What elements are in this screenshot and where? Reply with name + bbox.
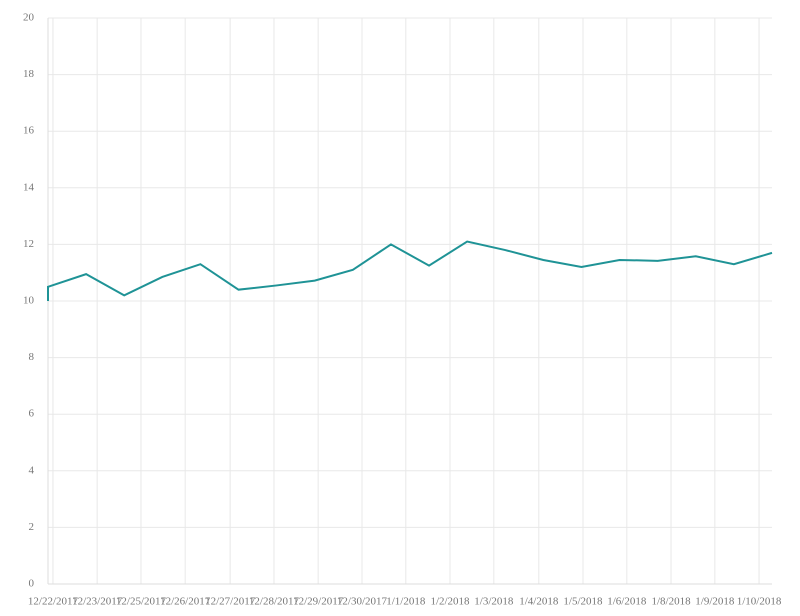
x-tick-label: 12/23/2017 bbox=[72, 596, 123, 608]
y-tick-label: 2 bbox=[29, 521, 35, 533]
y-tick-label: 8 bbox=[29, 351, 35, 363]
x-tick-label: 1/9/2018 bbox=[695, 596, 735, 608]
x-tick-label: 1/5/2018 bbox=[563, 596, 603, 608]
x-tick-label: 1/2/2018 bbox=[430, 596, 470, 608]
y-tick-label: 0 bbox=[29, 578, 35, 590]
y-tick-label: 4 bbox=[29, 464, 35, 476]
x-tick-label: 1/6/2018 bbox=[607, 596, 647, 608]
x-tick-label: 1/3/2018 bbox=[474, 596, 514, 608]
x-tick-label: 12/29/2017 bbox=[293, 596, 344, 608]
x-tick-label: 12/26/2017 bbox=[160, 596, 211, 608]
x-tick-label: 1/4/2018 bbox=[519, 596, 559, 608]
y-tick-label: 18 bbox=[23, 68, 35, 80]
y-tick-label: 6 bbox=[29, 408, 35, 420]
x-tick-label: 1/1/2018 bbox=[386, 596, 426, 608]
y-tick-label: 16 bbox=[23, 125, 35, 137]
x-tick-label: 12/28/2017 bbox=[249, 596, 300, 608]
x-tick-label: 12/30/2017 bbox=[337, 596, 388, 608]
y-tick-label: 12 bbox=[23, 238, 34, 250]
y-tick-label: 14 bbox=[23, 181, 35, 193]
x-tick-label: 1/10/2018 bbox=[737, 596, 782, 608]
x-tick-label: 12/27/2017 bbox=[205, 596, 256, 608]
x-tick-label: 12/25/2017 bbox=[116, 596, 167, 608]
x-tick-label: 12/22/2017 bbox=[28, 596, 79, 608]
data-line bbox=[47, 240, 773, 301]
y-tick-label: 10 bbox=[23, 295, 35, 307]
y-tick-label: 20 bbox=[23, 12, 35, 24]
x-tick-label: 1/8/2018 bbox=[651, 596, 691, 608]
